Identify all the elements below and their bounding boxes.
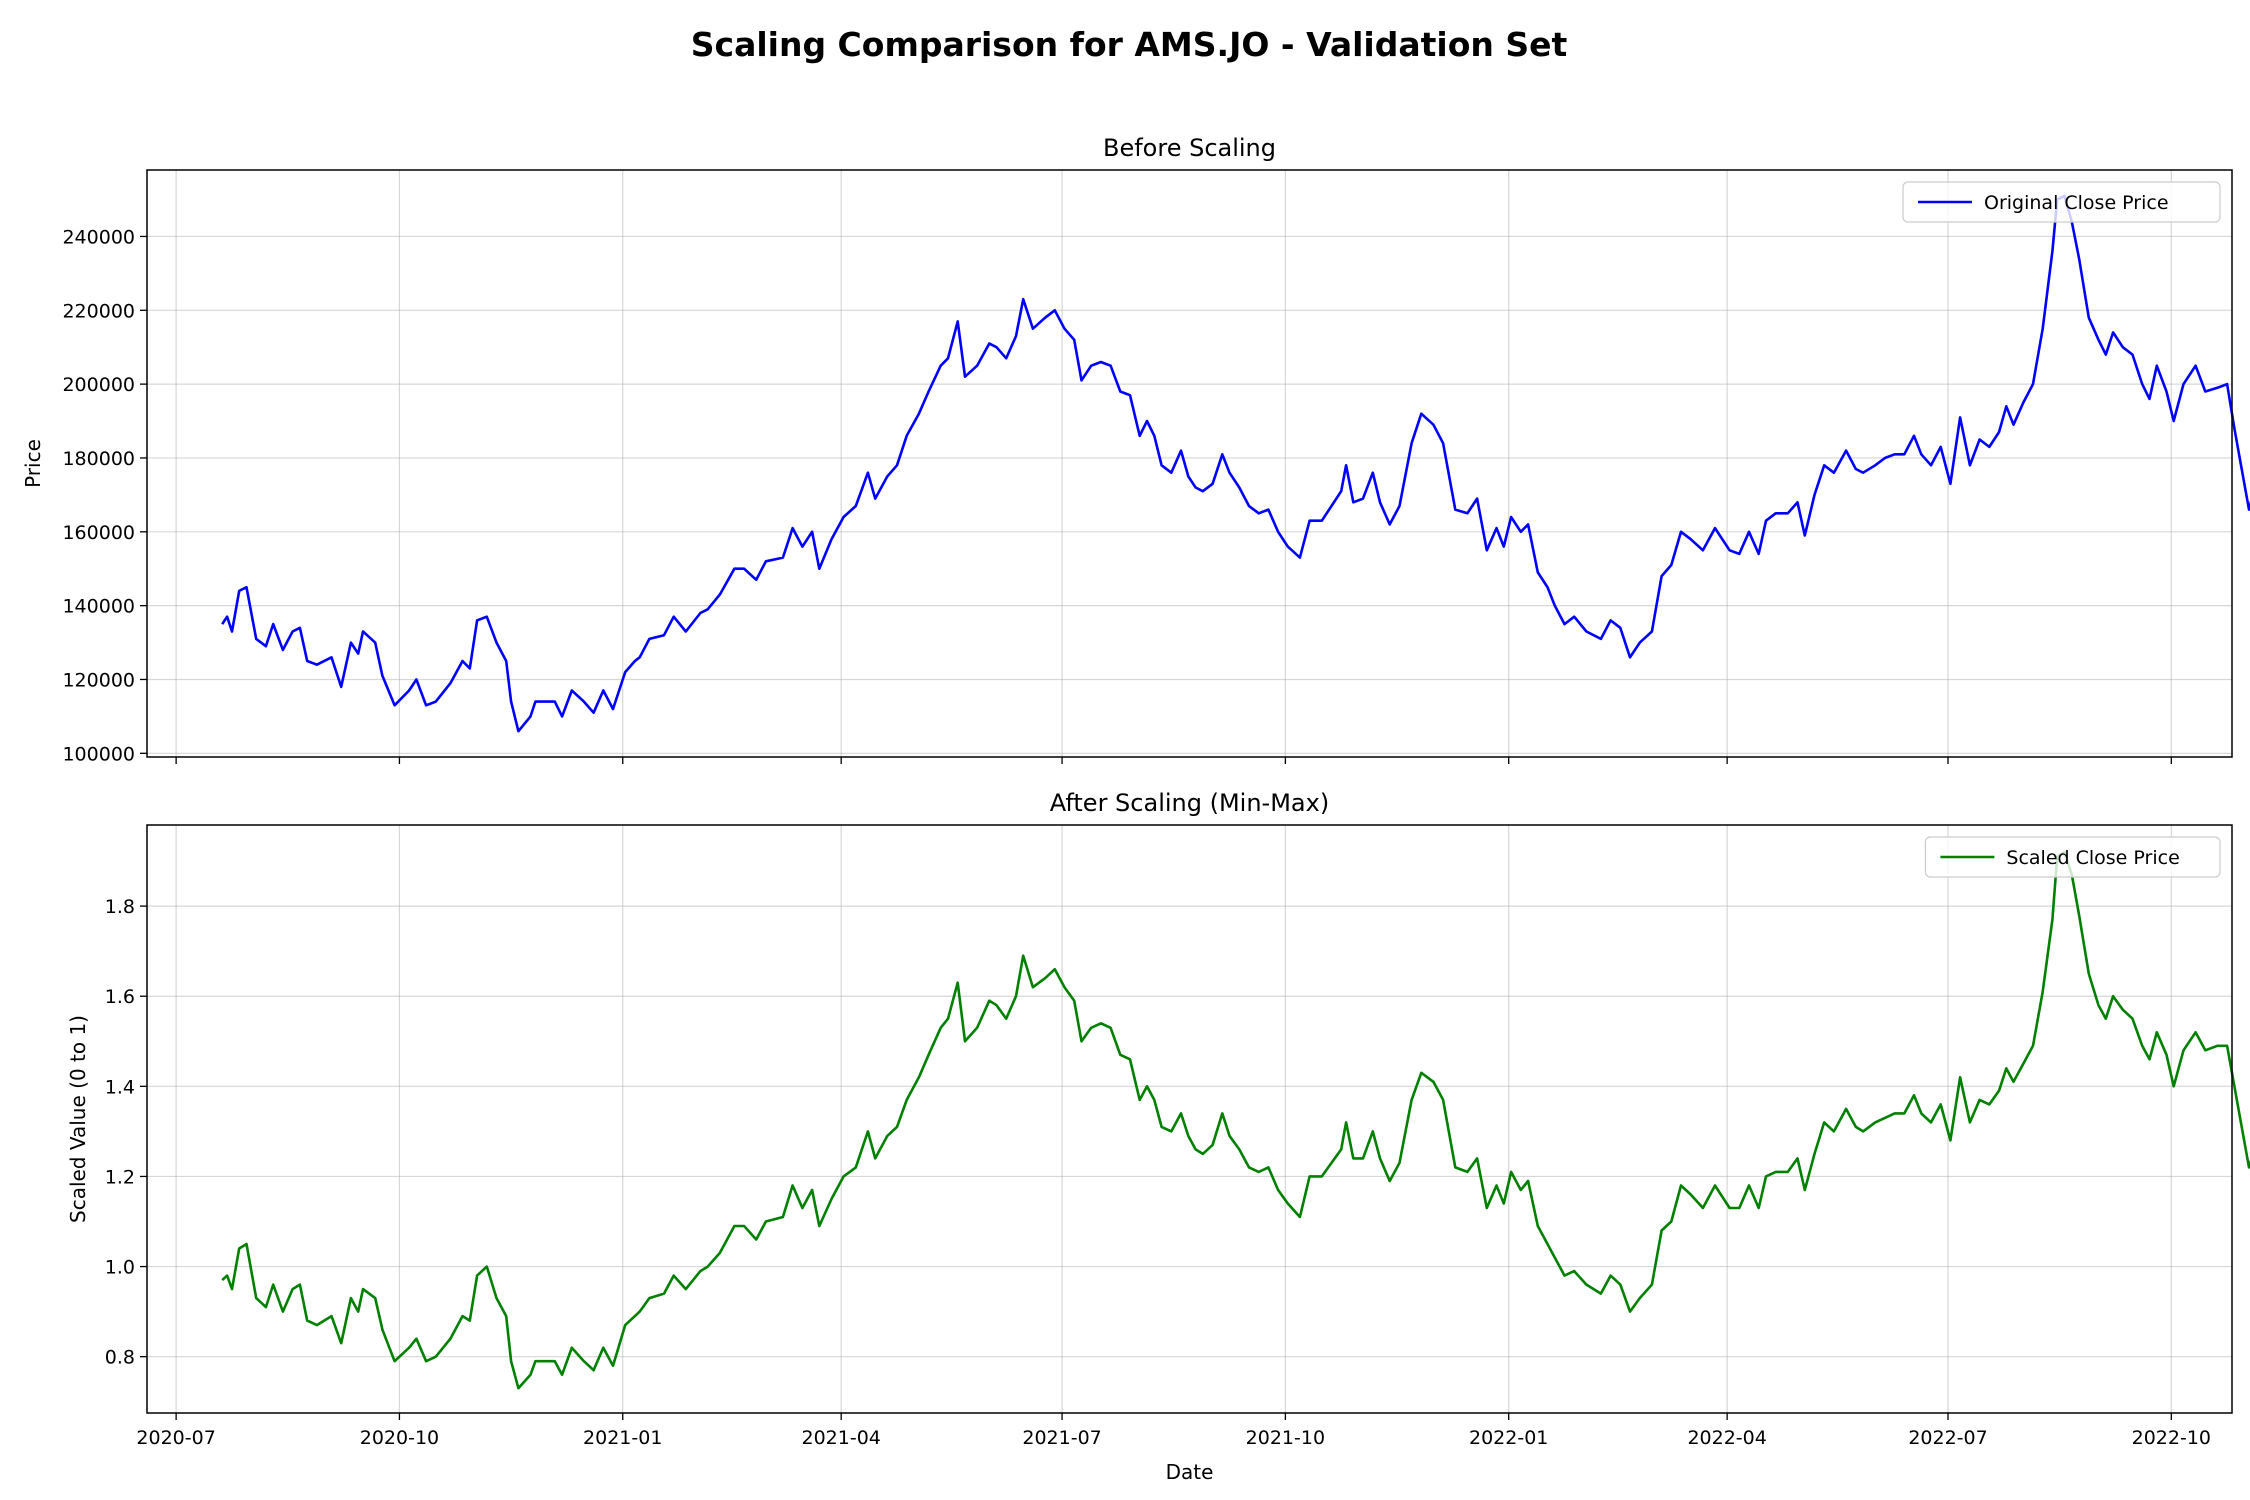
plot-frame [146,824,2233,1414]
before-panel-title: Before Scaling [1103,134,1276,162]
x-tick-label: 2021-07 [1022,1427,1101,1449]
plot-frame [146,169,2233,758]
y-tick-label: 140000 [62,596,135,618]
y-tick-label: 1.4 [105,1076,135,1098]
legend-label: Scaled Close Price [2006,847,2179,869]
y-tick-label: 1.2 [105,1166,135,1188]
x-tick-label: 2022-01 [1469,1427,1548,1449]
y-tick-label: 240000 [62,226,135,248]
after-series-line [221,850,2250,1390]
x-tick-label: 2021-01 [583,1427,662,1449]
y-tick-label: 160000 [62,522,135,544]
x-tick-label: 2021-10 [1246,1427,1325,1449]
x-tick-label: 2020-07 [136,1427,215,1449]
y-tick-label: 1.6 [105,986,135,1008]
figure-title: Scaling Comparison for AMS.JO - Validati… [691,25,1568,64]
x-tick-label: 2020-10 [360,1427,439,1449]
after-panel-title: After Scaling (Min-Max) [1050,789,1329,817]
x-tick-label: 2022-04 [1687,1427,1766,1449]
legend-label: Original Close Price [1984,192,2169,214]
y-tick-label: 0.8 [105,1347,135,1369]
x-tick-label: 2022-10 [2132,1427,2211,1449]
x-tick-label: 2022-07 [1908,1427,1987,1449]
before-scaling-panel: 100000 120000 140000 160000 180000 200000 2200… [21,134,2250,765]
before-legend: Original Close Price [1902,181,2221,223]
after-legend: Scaled Close Price [1924,836,2221,878]
y-tick-label: 180000 [62,448,135,470]
legend-box [1924,836,2221,878]
y-tick-label: 200000 [62,374,135,396]
y-tick-label: 120000 [62,669,135,691]
y-tick-label: 220000 [62,300,135,322]
y-tick-label: 100000 [62,743,135,765]
before-series-line [221,194,2250,733]
legend-box [1902,181,2221,223]
x-axis-label: Date [1166,1460,1214,1484]
after-scaling-panel: 2020-07 2020-10 2021-01 2021-04 2021-07 2021-… [66,789,2250,1484]
y-tick-label: 1.0 [105,1257,135,1279]
x-tick-label: 2021-04 [801,1427,880,1449]
y-axis-label: Price [21,439,45,488]
y-tick-label: 1.8 [105,896,135,918]
y-axis-label: Scaled Value (0 to 1) [66,1015,90,1223]
